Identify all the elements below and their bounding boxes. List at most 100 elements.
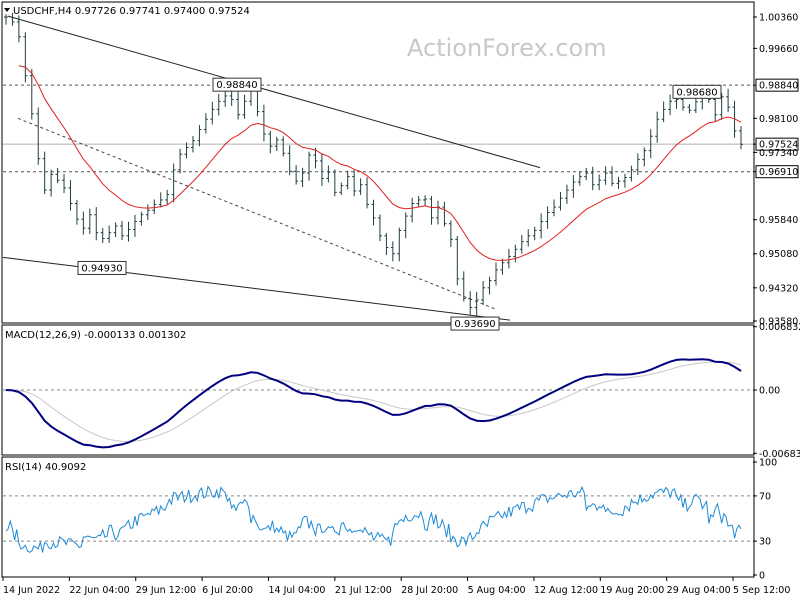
price-bar (455, 236, 460, 286)
price-bar (145, 204, 150, 221)
price-bar (339, 182, 344, 196)
price-bar (539, 213, 544, 239)
x-tick-label: 21 Jul 12:00 (335, 585, 392, 596)
price-annotation: 0.94930 (77, 260, 127, 275)
x-tick-label: 12 Aug 12:00 (534, 585, 598, 596)
price-bar (184, 142, 189, 159)
price-bar (313, 147, 318, 169)
price-bar (126, 221, 131, 242)
price-bar (726, 88, 731, 113)
price-bar (442, 201, 447, 227)
price-bar (390, 241, 395, 262)
rsi-line (5, 485, 742, 553)
price-bar (139, 211, 144, 226)
price-bar (74, 200, 79, 225)
price-bar (42, 151, 47, 195)
price-bar (158, 192, 163, 208)
price-bar (229, 90, 234, 106)
price-bar (10, 12, 15, 26)
rsi-y-tick-label: 100 (759, 458, 777, 469)
rsi-label: RSI(14) 40.9092 (5, 462, 86, 473)
price-bar (81, 211, 86, 235)
inner-dashed-trendline (17, 117, 496, 310)
price-bar (4, 14, 8, 25)
price-bar (693, 98, 698, 114)
price-bar (326, 165, 331, 183)
price-bar (68, 180, 73, 211)
moving-average-line (18, 65, 742, 261)
price-bar (648, 129, 653, 159)
price-bar (345, 170, 350, 190)
price-bar (610, 166, 615, 187)
price-bar (410, 197, 415, 223)
price-bar (23, 32, 28, 83)
price-bar (635, 153, 640, 175)
price-bar (242, 94, 247, 119)
price-annotation: 0.98840 (212, 77, 262, 92)
price-y-tick-label: 0.94320 (759, 283, 798, 294)
price-bar (87, 208, 92, 234)
price-bar (513, 244, 518, 263)
price-bar (384, 233, 389, 256)
price-bar (62, 173, 67, 194)
x-tick-label: 14 Jun 2022 (3, 585, 60, 596)
x-tick-label: 5 Sep 12:00 (733, 585, 790, 596)
price-bar (468, 291, 473, 315)
macd-label: MACD(12,26,9) -0.000133 0.001302 (5, 330, 186, 341)
macd-y-tick-label: 0.00 (759, 386, 780, 397)
price-bar (36, 107, 41, 165)
price-bar (197, 125, 202, 147)
price-bar (687, 104, 692, 114)
price-bar (739, 126, 743, 150)
price-bar (377, 214, 382, 242)
price-bar (506, 248, 511, 269)
symbol-header: USDCHF,H4 0.97726 0.97741 0.97400 0.9752… (13, 6, 250, 17)
dropdown-triangle-icon[interactable] (4, 8, 10, 12)
price-bar (461, 271, 466, 302)
price-y-tick-box (755, 78, 799, 92)
price-bar (365, 177, 370, 209)
price-layer: 0.98840 0.94930 0.93690 0.98680 (2, 12, 753, 331)
price-bar (107, 225, 112, 243)
price-y-tick-label: 0.98100 (759, 114, 798, 125)
price-y-tick-label: 0.98840 (759, 81, 798, 92)
price-bar (668, 94, 673, 116)
x-tick-label: 19 Aug 20:00 (600, 585, 664, 596)
rsi-panel-frame (1, 456, 755, 578)
price-bar (661, 101, 666, 123)
price-annotation-box (672, 84, 722, 99)
price-bar (616, 176, 621, 189)
price-bar (642, 147, 647, 167)
price-bar (287, 145, 292, 176)
price-bar (603, 166, 608, 185)
price-bar (216, 93, 221, 116)
price-bar (274, 136, 279, 152)
price-y-tick-label: 0.95080 (759, 249, 798, 260)
price-bar (558, 191, 563, 211)
price-bar (597, 174, 602, 191)
price-bar (152, 199, 157, 214)
price-bar (132, 214, 137, 237)
price-bar (190, 136, 195, 153)
x-tick-label: 29 Aug 04:00 (667, 585, 731, 596)
x-tick-label: 14 Jul 04:00 (268, 585, 325, 596)
price-bar (448, 220, 453, 248)
x-tick-label: 28 Jul 20:00 (401, 585, 458, 596)
price-bar (223, 89, 228, 107)
price-bar (113, 222, 118, 237)
x-tick-label: 5 Aug 04:00 (468, 585, 526, 596)
price-y-tick-box (755, 165, 799, 179)
price-bar (397, 227, 402, 262)
macd-y-tick-label: 0.006832 (759, 322, 800, 333)
price-bar (100, 227, 105, 243)
price-annotation-label: 0.98680 (676, 87, 717, 98)
price-bar (571, 175, 576, 198)
price-bar (713, 95, 718, 122)
price-annotation-label: 0.93690 (454, 319, 495, 330)
price-bar (300, 167, 305, 187)
price-bar (49, 169, 54, 197)
price-bar (474, 291, 479, 316)
price-bar (332, 169, 337, 197)
price-annotation-box (450, 316, 500, 331)
